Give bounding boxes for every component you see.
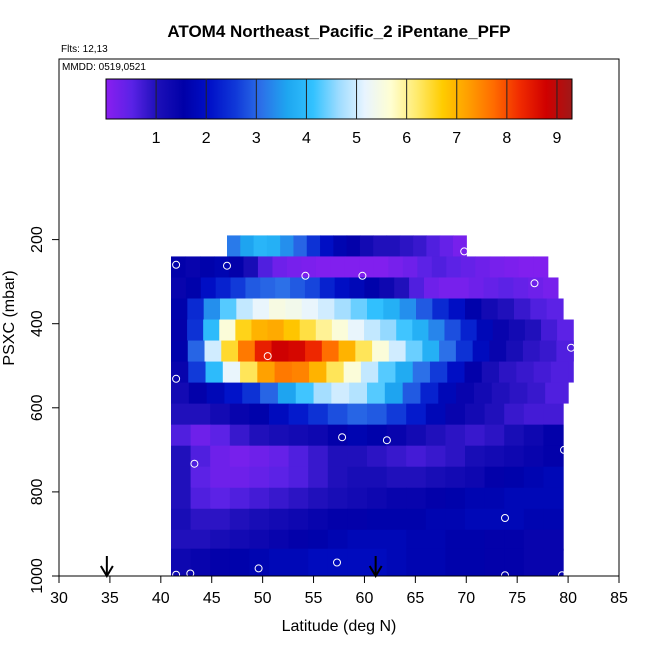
- sample-point: [254, 564, 263, 573]
- y-axis-title: PSXC (mbar): [1, 270, 18, 365]
- heatmap-cell: [445, 548, 466, 576]
- sample-point: [567, 343, 576, 352]
- y-tick-label: 600: [29, 394, 46, 421]
- heatmap-cell: [484, 548, 505, 576]
- sample-point: [301, 271, 310, 280]
- sample-points: [172, 247, 576, 580]
- colorbar-gradient: [105, 78, 573, 120]
- sample-point: [172, 570, 181, 579]
- heatmap-cell: [210, 548, 231, 576]
- colorbar-tick-label: 3: [252, 130, 261, 147]
- y-tick-label: 200: [29, 226, 46, 253]
- x-tick-label: 65: [406, 590, 424, 607]
- heatmap-cell: [504, 548, 525, 576]
- sample-point: [382, 436, 391, 445]
- heatmap-cell: [269, 548, 290, 576]
- heatmap-cell: [327, 548, 348, 576]
- x-tick-label: 60: [356, 590, 374, 607]
- sample-point: [186, 569, 195, 578]
- heatmap: [171, 235, 574, 576]
- sample-point: [358, 271, 367, 280]
- sample-point: [172, 260, 181, 269]
- sample-point: [501, 514, 509, 522]
- colorbar-tick-label: 2: [202, 130, 211, 147]
- sample-point: [530, 279, 539, 288]
- sample-point: [223, 261, 231, 270]
- sample-point: [460, 247, 469, 256]
- heatmap-cell: [523, 548, 544, 576]
- heatmap-cell: [308, 548, 329, 576]
- heatmap-cell: [249, 548, 270, 576]
- x-tick-label: 75: [508, 590, 526, 607]
- x-tick-label: 45: [203, 590, 221, 607]
- chart-title: ATOM4 Northeast_Pacific_2 iPentane_PFP: [167, 22, 510, 41]
- colorbar-tick-label: 1: [152, 130, 161, 147]
- x-tick-label: 35: [101, 590, 119, 607]
- colorbar-tick-label: 8: [502, 130, 511, 147]
- heatmap-cell: [386, 548, 407, 576]
- arrow-marker: [99, 556, 114, 578]
- colorbar-tick-label: 4: [302, 130, 311, 147]
- x-tick-label: 30: [50, 590, 68, 607]
- y-tick-label: 400: [29, 310, 46, 337]
- colorbar-tick-label: 5: [352, 130, 361, 147]
- sample-point: [560, 445, 568, 454]
- x-tick-label: 55: [305, 590, 323, 607]
- heatmap-cell: [229, 548, 250, 576]
- sample-point: [190, 459, 199, 468]
- y-tick-label: 800: [29, 478, 46, 505]
- colorbar-tick-label: 6: [402, 130, 411, 147]
- sample-point: [263, 352, 272, 361]
- x-tick-label: 85: [610, 590, 628, 607]
- heatmap-cell: [171, 548, 192, 576]
- sample-point: [338, 433, 347, 442]
- sample-point: [333, 558, 341, 567]
- heatmap-cell: [425, 548, 446, 576]
- colorbar-tick-label: 9: [553, 130, 562, 147]
- heatmap-cell: [190, 548, 211, 576]
- colorbar: 1 2 3 4 5 6 7 8 9: [105, 78, 573, 147]
- x-tick-label: 50: [254, 590, 272, 607]
- plot-frame: [58, 58, 620, 577]
- y-tick-label: 1000: [29, 558, 46, 594]
- x-axis-title: Latitude (deg N): [282, 618, 397, 635]
- colorbar-tick-label: 7: [452, 130, 461, 147]
- x-tick-label: 70: [457, 590, 475, 607]
- heatmap-cell: [347, 548, 368, 576]
- heatmap-cell: [543, 548, 564, 576]
- flights-label: Flts: 12,13: [61, 44, 108, 55]
- heatmap-cell: [465, 548, 486, 576]
- x-axis: 30 35 40 45 50 55 60 65 70 75 80 85: [50, 576, 628, 607]
- sample-point: [558, 571, 566, 580]
- heatmap-cell: [406, 548, 427, 576]
- x-tick-label: 40: [152, 590, 170, 607]
- y-axis: 200 400 600 800 1000: [29, 226, 59, 594]
- dates-label: MMDD: 0519,0521: [62, 62, 146, 73]
- heatmap-cell: [288, 548, 309, 576]
- sample-point: [172, 374, 181, 383]
- sample-point: [501, 571, 509, 580]
- x-tick-label: 80: [559, 590, 577, 607]
